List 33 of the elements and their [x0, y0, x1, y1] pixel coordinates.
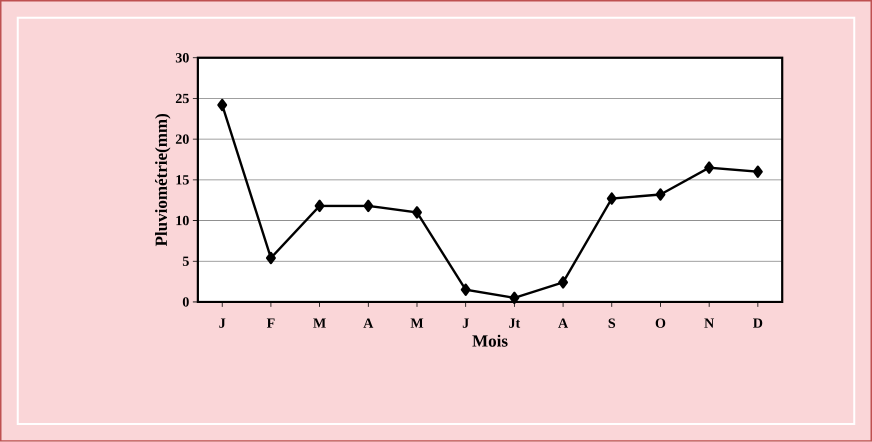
y-tick-label: 5 [182, 256, 189, 266]
y-tick-label: 0 [182, 297, 189, 307]
point [266, 252, 276, 264]
x-tick-label: O [656, 318, 666, 328]
y-tick-label: 25 [176, 94, 189, 104]
x-tick-label: A [363, 318, 374, 328]
x-tick-label: F [266, 318, 275, 328]
point [752, 166, 763, 178]
y-tick-label: 10 [176, 216, 189, 226]
y-tick-label: 30 [176, 53, 189, 63]
point [606, 192, 617, 205]
x-tick-label: S [608, 318, 616, 328]
point [509, 292, 520, 304]
point [704, 162, 714, 174]
x-axis-title: Mois [472, 334, 508, 347]
point [363, 200, 374, 212]
x-tick-label: J [219, 318, 226, 328]
point [460, 284, 471, 296]
point [412, 206, 422, 219]
point [217, 98, 228, 112]
x-tick-label: M [313, 318, 326, 328]
x-tick-label: N [704, 318, 714, 328]
y-axis-title: Pluviométrie(mm) [155, 114, 170, 246]
x-tick-label: D [753, 318, 762, 328]
y-tick-label: 20 [176, 134, 189, 144]
x-tick-label: A [558, 318, 568, 328]
point [656, 188, 666, 201]
point [558, 276, 568, 289]
x-tick-label: M [410, 318, 424, 328]
x-tick-label: Jt [509, 318, 520, 328]
x-tick-label: J [462, 318, 469, 328]
point [314, 200, 325, 212]
y-tick-label: 15 [176, 175, 189, 185]
